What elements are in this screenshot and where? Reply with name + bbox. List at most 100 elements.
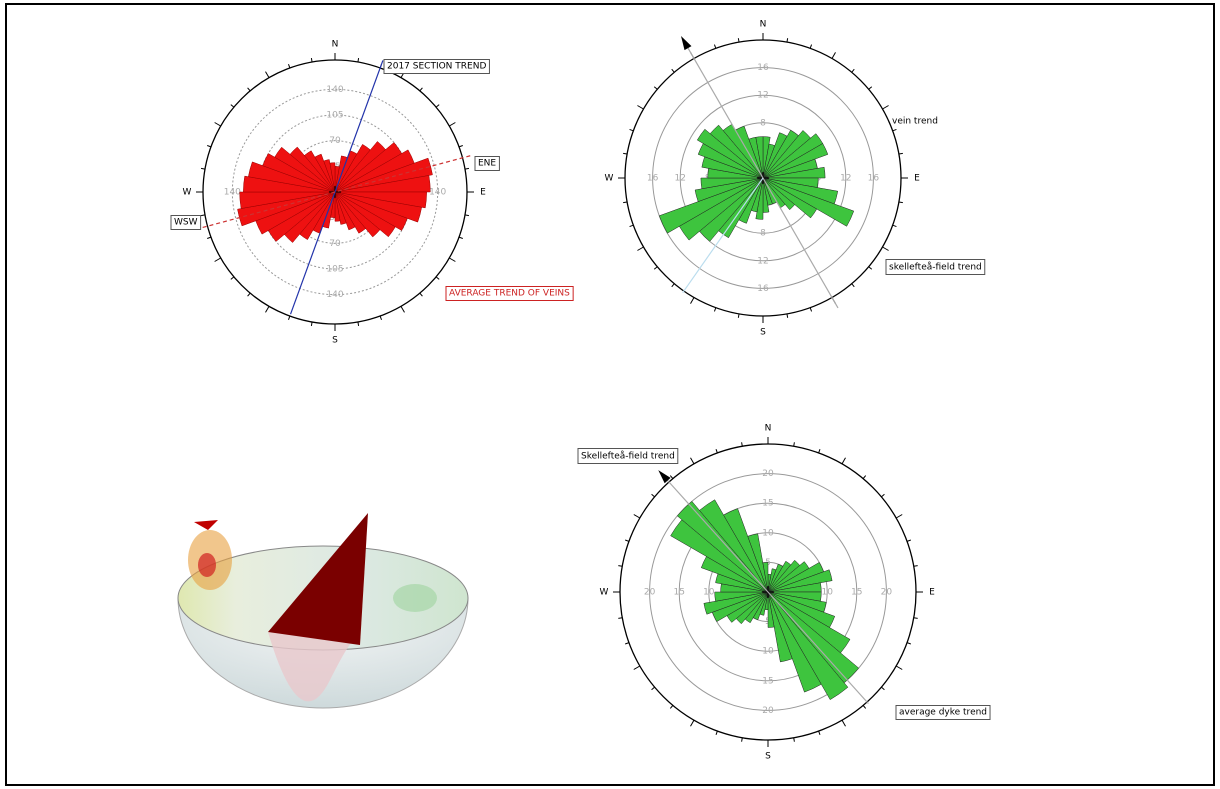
- compass-tick: [737, 38, 740, 43]
- petal: [709, 124, 764, 179]
- petal: [329, 162, 336, 193]
- petal: [700, 177, 764, 190]
- compass-tick: [288, 315, 291, 320]
- direction-label: N: [765, 424, 772, 434]
- ring: [652, 67, 874, 289]
- compass-tick: [671, 68, 675, 73]
- petal: [767, 569, 833, 593]
- petal: [699, 499, 769, 593]
- frame: [5, 3, 1215, 786]
- compass-tick: [624, 642, 630, 645]
- petal: [334, 191, 366, 234]
- compass-tick: [882, 105, 889, 110]
- ring-label: 10: [703, 588, 715, 598]
- petal: [723, 508, 769, 593]
- petal: [289, 146, 336, 193]
- compass-tick: [671, 283, 675, 288]
- compass-tick: [715, 730, 718, 736]
- petal: [755, 136, 764, 179]
- direction-label: W: [600, 588, 609, 598]
- direction-label: S: [760, 328, 766, 338]
- petal: [762, 177, 796, 211]
- petal: [767, 591, 775, 628]
- trend-line: [667, 480, 869, 704]
- compass-tick: [690, 457, 695, 465]
- annotation-box: [445, 286, 574, 301]
- petal: [694, 177, 764, 202]
- compass-tick: [868, 266, 873, 270]
- compass-tick: [713, 44, 717, 49]
- compass-tick: [357, 57, 360, 63]
- compass-tick: [851, 68, 855, 73]
- compass-tick: [357, 321, 360, 327]
- petal: [658, 177, 764, 234]
- annotation-box: [170, 215, 202, 230]
- direction-label: S: [332, 336, 338, 346]
- ring-label: 15: [851, 588, 862, 598]
- compass-tick: [265, 71, 270, 78]
- compass-tick: [851, 283, 855, 288]
- annotation: AVERAGE TREND OF VEINS: [449, 289, 570, 299]
- compass-tick: [310, 321, 313, 327]
- petal: [762, 177, 818, 219]
- ring-label: 105: [326, 265, 343, 275]
- compass-tick: [809, 307, 813, 312]
- annotation-box: [895, 705, 991, 720]
- direction-label: N: [760, 20, 767, 30]
- ring-label: 15: [762, 499, 773, 509]
- petal: [747, 533, 769, 593]
- petal: [762, 143, 829, 179]
- compass-tick: [651, 493, 655, 498]
- compass-tick: [419, 292, 423, 297]
- ring: [708, 532, 828, 652]
- compass-tick: [741, 737, 743, 742]
- petal: [762, 562, 769, 593]
- annotation: ENE: [478, 159, 496, 169]
- compass-tick: [624, 539, 630, 542]
- compass-tick: [895, 514, 903, 519]
- compass-tick: [862, 475, 867, 479]
- compass-tick: [310, 57, 313, 63]
- compass-tick: [690, 719, 695, 727]
- compass-tick: [898, 152, 903, 155]
- ring-label: 8: [760, 229, 766, 239]
- compass-tick: [633, 514, 641, 519]
- ring-label: 140: [326, 85, 343, 95]
- petal: [334, 191, 347, 225]
- compass-tick: [741, 442, 743, 447]
- ring-label: 12: [674, 174, 685, 184]
- arrowhead: [658, 470, 671, 484]
- trend-line: [289, 60, 384, 315]
- compass-tick: [637, 105, 644, 110]
- petal: [314, 153, 336, 193]
- compass-tick: [449, 122, 456, 127]
- ring-label: 10: [762, 647, 774, 657]
- compass-tick: [651, 686, 655, 691]
- compass-tick: [449, 257, 456, 262]
- compass-tick: [207, 145, 212, 148]
- petal: [334, 157, 433, 193]
- petal: [767, 591, 849, 701]
- ring-label: 140: [429, 188, 446, 198]
- annotation: average dyke trend: [899, 708, 987, 718]
- compass-tick: [629, 224, 634, 228]
- compass-tick: [419, 87, 423, 92]
- compass-tick: [868, 86, 873, 90]
- annotation: Skellefteå-field trend: [581, 451, 675, 462]
- ring: [231, 88, 439, 296]
- ring-label: 12: [757, 91, 768, 101]
- direction-label: N: [332, 40, 339, 50]
- petal: [334, 191, 356, 231]
- compass-tick: [881, 493, 885, 498]
- ring-label: 8: [760, 118, 766, 128]
- compass-tick: [713, 307, 717, 312]
- compass-tick: [200, 214, 206, 217]
- compass-tick: [809, 44, 813, 49]
- rose-chart: 5555101010101515151520202020NESWSkelleft…: [577, 424, 991, 762]
- compass-tick: [793, 442, 795, 447]
- compass-tick: [400, 306, 405, 313]
- arrowhead: [681, 35, 692, 51]
- ring-label: 140: [326, 290, 343, 300]
- ring-label: 16: [757, 284, 769, 294]
